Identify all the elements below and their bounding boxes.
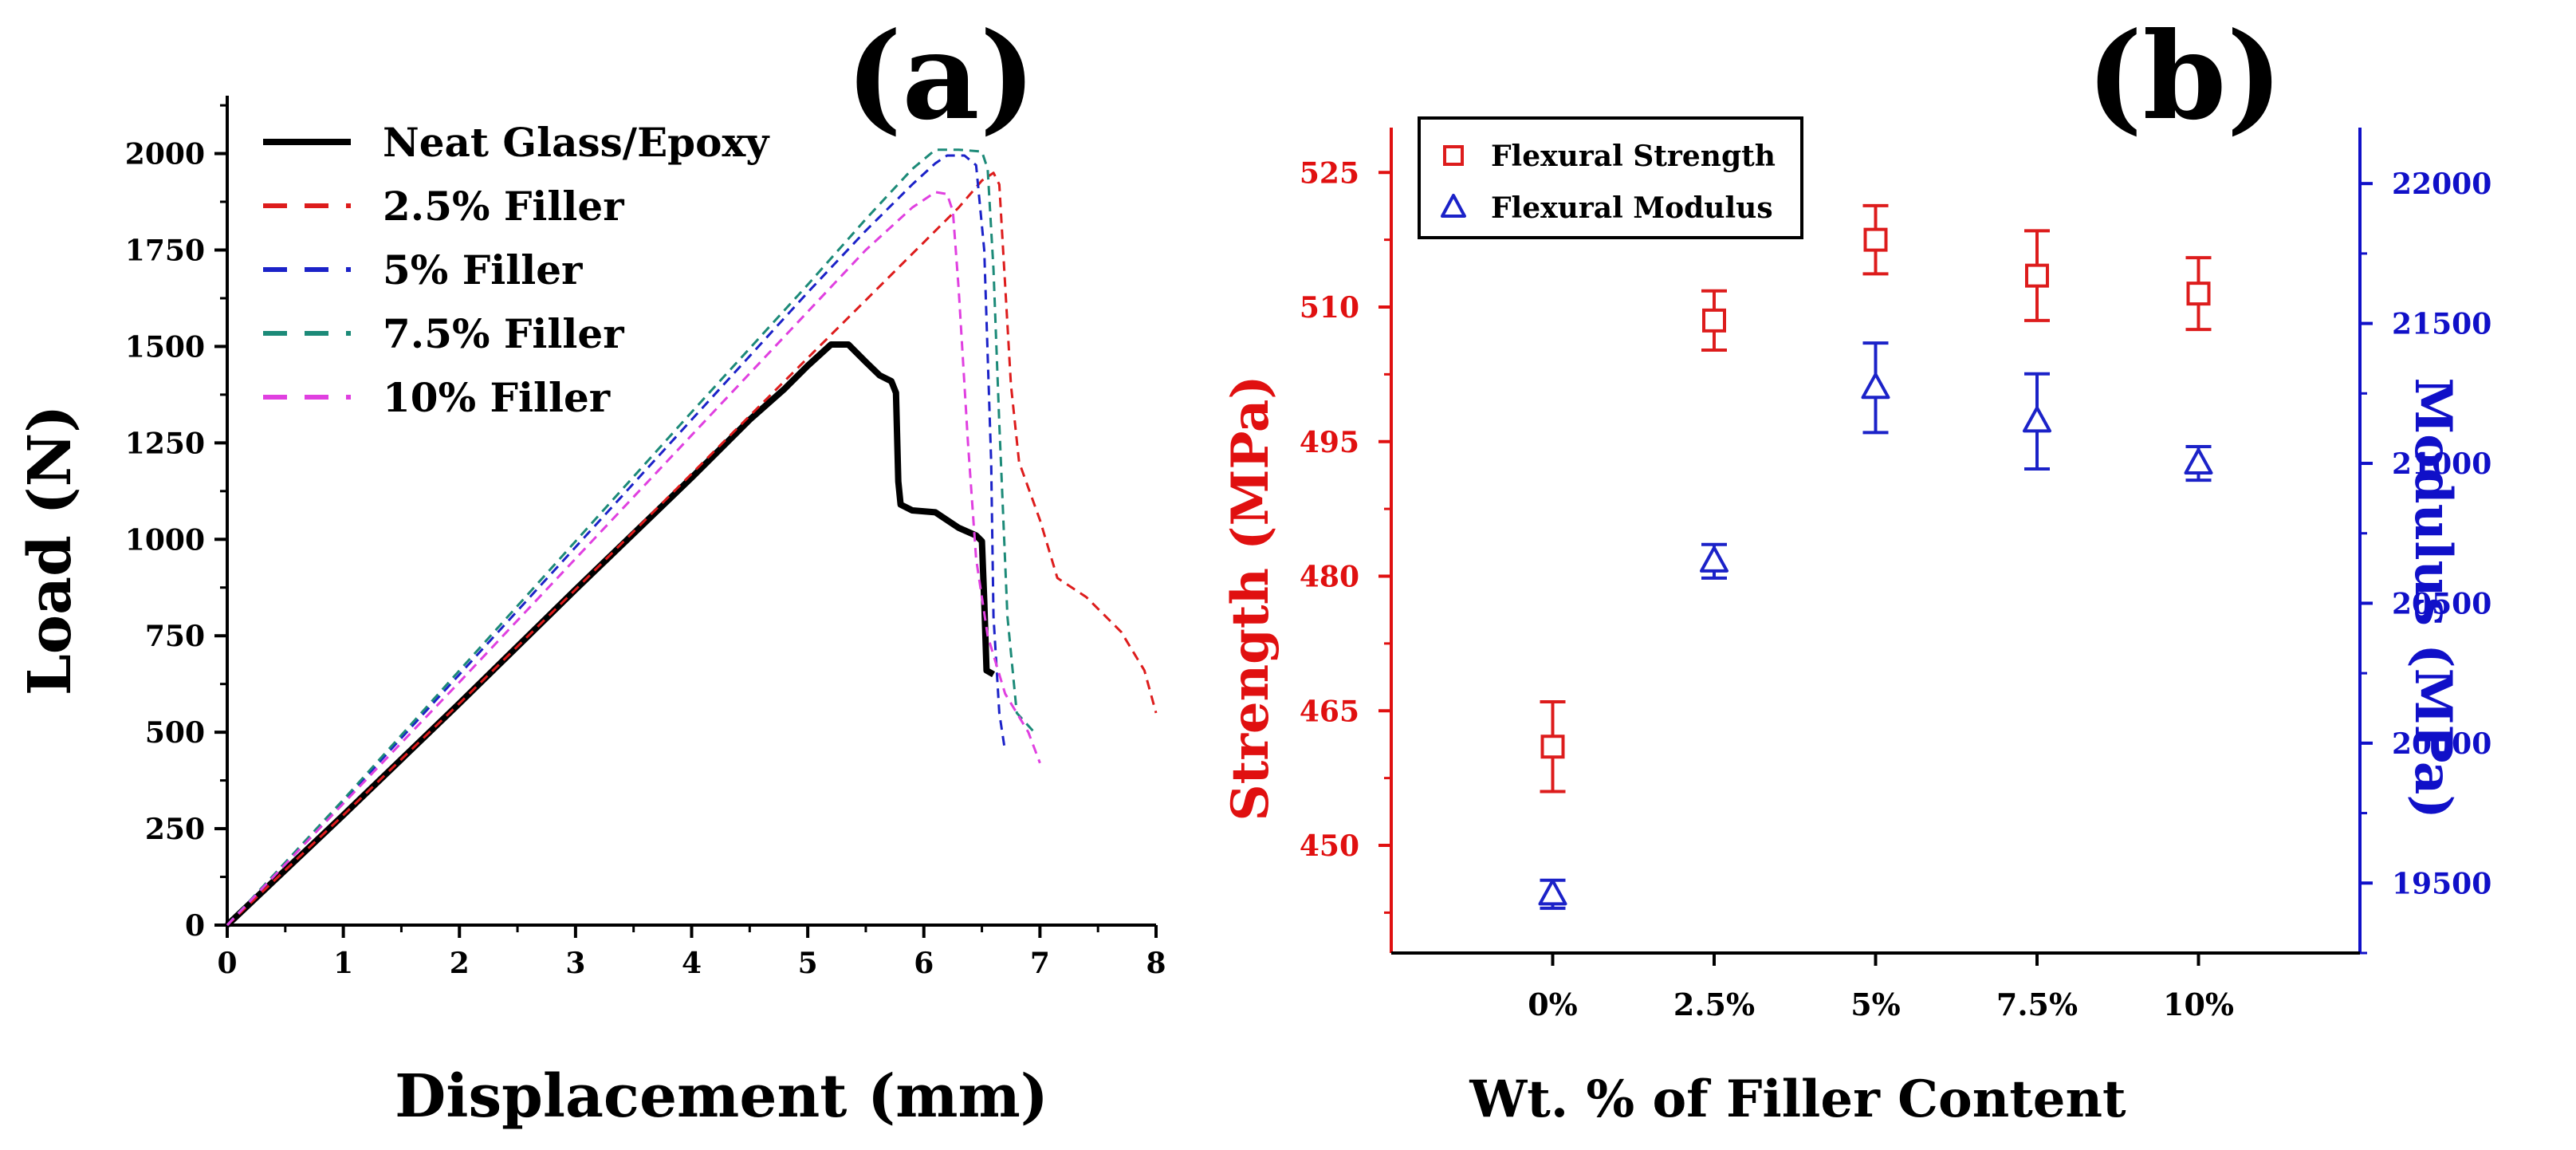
panel-b-modulus-point bbox=[1700, 545, 1728, 573]
panel-a-series-line-4 bbox=[226, 191, 1041, 927]
panel-b-series bbox=[1538, 203, 2213, 910]
panel-b-left-tick-label: 480 bbox=[1300, 561, 1359, 594]
panel-b-right-tick-label: 20000 bbox=[2392, 727, 2491, 761]
panel-a-series-line-1 bbox=[226, 171, 1158, 927]
panel-b-x-tick-label: 10% bbox=[2163, 987, 2234, 1022]
panel-a-label: (a) bbox=[845, 6, 1036, 147]
panel-a-x-tick-label: 0 bbox=[217, 947, 237, 980]
panel-a-y-tick-label: 1750 bbox=[125, 234, 205, 267]
panel-b-x-tick-label: 0% bbox=[1528, 987, 1578, 1022]
panel-b-legend-box bbox=[1418, 116, 1803, 239]
panel-b-right-tick-label: 21500 bbox=[2392, 308, 2491, 341]
panel-b-strength-point bbox=[1863, 227, 1888, 252]
panel-b-axes: 0% 2.5% 5% 7.5% 10% 450 465 480 495 510 525 19500 20… bbox=[1300, 128, 2491, 1022]
panel-b-right-tick-label: 22000 bbox=[2392, 167, 2491, 201]
panel-a-legend: Neat Glass/Epoxy 2.5% Filler 5% Filler 7.5%… bbox=[263, 119, 770, 421]
panel-b-legend-label: Flexural Modulus bbox=[1491, 191, 1773, 225]
panel-b-legend-square-marker bbox=[1443, 145, 1464, 166]
panel-a-x-axis-label: Displacement (mm) bbox=[395, 1062, 1048, 1131]
panel-b-modulus-point bbox=[2023, 406, 2051, 433]
panel-a-x-tick-label: 3 bbox=[565, 947, 585, 980]
panel-a-y-tick-label: 2000 bbox=[125, 138, 205, 171]
panel-a-x-tick-label: 1 bbox=[333, 947, 353, 980]
panel-b-modulus-point bbox=[1861, 372, 1890, 400]
panel-a-y-tick-label: 250 bbox=[145, 813, 205, 846]
panel-b-modulus-point bbox=[2184, 448, 2213, 475]
panel-a-x-tick-label: 7 bbox=[1030, 947, 1050, 980]
panel-a-chart: (a) 0 1 2 3 4 5 6 7 8 0 250 500 750 1000 1250 1500 1750 2… bbox=[16, 6, 1166, 1131]
panel-a-y-axis-label: Load (N) bbox=[16, 405, 85, 696]
panel-b-legend-label: Flexural Strength bbox=[1491, 140, 1776, 173]
panel-a-x-tick-label: 8 bbox=[1146, 947, 1166, 980]
panel-b-right-tick-label: 20500 bbox=[2392, 587, 2491, 620]
panel-b-right-axis-label: Modulus (MPa) bbox=[2403, 377, 2463, 818]
panel-b-x-tick-label: 5% bbox=[1850, 987, 1901, 1022]
panel-a-series-line-2 bbox=[226, 154, 1007, 927]
panel-a-axes: 0 1 2 3 4 5 6 7 8 0 250 500 750 1000 1250 1500 1750 2000 bbox=[125, 96, 1166, 980]
panel-a-y-tick-label: 500 bbox=[145, 716, 205, 750]
panel-b-x-tick-label: 2.5% bbox=[1673, 987, 1755, 1022]
panel-b-right-tick-label: 19500 bbox=[2392, 867, 2491, 900]
panel-b-x-tick-label: 7.5% bbox=[1996, 987, 2078, 1022]
panel-a-y-tick-label: 0 bbox=[185, 909, 205, 943]
panel-b-left-tick-label: 465 bbox=[1300, 695, 1359, 728]
panel-a-y-tick-label: 1250 bbox=[125, 427, 205, 460]
panel-b-left-tick-label: 450 bbox=[1300, 829, 1359, 863]
panel-a-x-tick-label: 2 bbox=[450, 947, 470, 980]
panel-a-legend-label: 2.5% Filler bbox=[383, 183, 624, 230]
panel-a-legend-label: Neat Glass/Epoxy bbox=[383, 119, 770, 166]
panel-a-y-tick-label: 750 bbox=[145, 620, 205, 653]
panel-b-strength-point bbox=[2186, 282, 2211, 306]
panel-b-legend: Flexural Strength Flexural Modulus bbox=[1418, 116, 1803, 239]
panel-b-label: (b) bbox=[2086, 6, 2283, 147]
panel-a-legend-label: 7.5% Filler bbox=[383, 310, 624, 357]
panel-a-y-tick-label: 1000 bbox=[125, 523, 205, 557]
panel-b-strength-point bbox=[1702, 308, 1726, 333]
panel-b-chart: (b) 0% 2.5% 5% 7.5% 10% 450 465 480 495 510 525 195… bbox=[1221, 6, 2491, 1129]
panel-a-x-tick-label: 4 bbox=[682, 947, 702, 980]
panel-b-left-axis-label: Strength (MPa) bbox=[1221, 375, 1280, 821]
panel-a-legend-label: 10% Filler bbox=[383, 374, 611, 421]
panel-a-series-line-0 bbox=[225, 341, 996, 927]
panel-b-left-tick-label: 510 bbox=[1300, 291, 1359, 325]
panel-b-legend-triangle-marker bbox=[1441, 194, 1466, 218]
panel-b-left-tick-label: 495 bbox=[1300, 426, 1359, 459]
panel-a-series bbox=[225, 148, 1158, 927]
panel-b-strength-point bbox=[1540, 735, 1565, 759]
panel-a-x-tick-label: 5 bbox=[798, 947, 818, 980]
panel-b-right-tick-label: 21000 bbox=[2392, 447, 2491, 481]
panel-b-x-axis-label: Wt. % of Filler Content bbox=[1469, 1069, 2126, 1129]
panel-a-legend-label: 5% Filler bbox=[383, 246, 583, 293]
panel-a-x-tick-label: 6 bbox=[914, 947, 934, 980]
panel-b-strength-point bbox=[2025, 263, 2049, 288]
panel-b-left-tick-label: 525 bbox=[1300, 156, 1359, 190]
panel-b-modulus-point bbox=[1538, 879, 1567, 906]
panel-a-y-tick-label: 1500 bbox=[125, 330, 205, 364]
